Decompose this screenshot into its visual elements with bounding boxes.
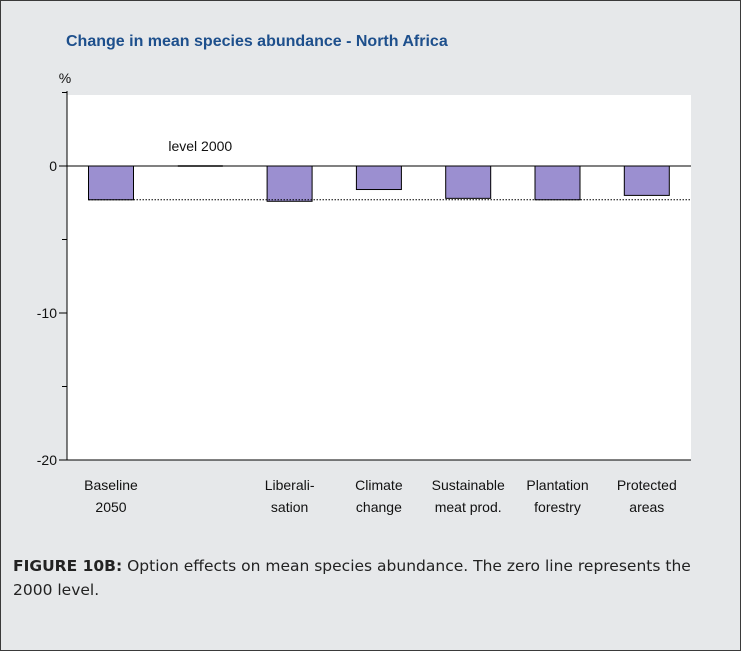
- x-tick-label: Protected: [617, 477, 677, 493]
- x-tick-label: change: [356, 499, 402, 515]
- y-tick-label: -20: [37, 452, 57, 468]
- bar: [266, 165, 313, 202]
- x-tick-label: 2050: [95, 499, 126, 515]
- y-tick-label: 0: [49, 158, 57, 174]
- x-tick-label: sation: [271, 499, 308, 515]
- x-tick-label: Sustainable: [432, 477, 505, 493]
- x-tick-label: meat prod.: [435, 499, 502, 515]
- caption-text: Option effects on mean species abundance…: [13, 557, 691, 599]
- x-tick-label: Plantation: [526, 477, 588, 493]
- chart-title: Change in mean species abundance - North…: [66, 33, 448, 50]
- bar: [355, 165, 402, 191]
- y-axis-unit-label: %: [59, 70, 71, 86]
- figure-caption: FIGURE 10B: Option effects on mean speci…: [13, 554, 703, 602]
- plot-area: [67, 95, 691, 460]
- y-tick-label: -10: [37, 305, 57, 321]
- level-2000-annotation: level 2000: [168, 138, 232, 154]
- bar-chart: % 0 -10 -20 Baseline 2050 Liberali-sation Clima…: [37, 70, 691, 515]
- x-tick-label: areas: [629, 499, 664, 515]
- x-tick-label: Liberali-: [265, 477, 315, 493]
- x-tick-label: Baseline: [84, 477, 138, 493]
- bar: [623, 165, 670, 196]
- x-tick-label: Climate: [355, 477, 403, 493]
- bar: [534, 165, 581, 201]
- bar: [445, 165, 492, 199]
- bar: [88, 165, 134, 201]
- x-tick-label: forestry: [534, 499, 581, 515]
- caption-label: FIGURE 10B:: [13, 557, 123, 575]
